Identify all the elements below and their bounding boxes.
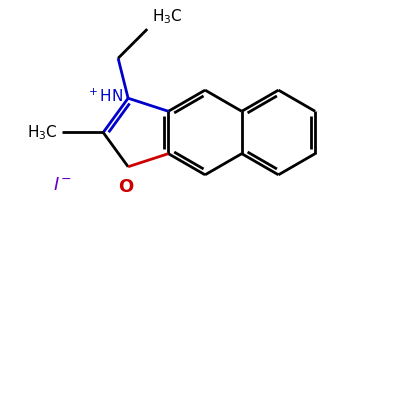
Text: O: O <box>118 178 134 196</box>
Text: H$_3$C: H$_3$C <box>152 7 183 26</box>
Text: I$^-$: I$^-$ <box>53 176 72 194</box>
Text: $^+$HN: $^+$HN <box>86 88 123 105</box>
Text: H$_3$C: H$_3$C <box>28 123 58 142</box>
